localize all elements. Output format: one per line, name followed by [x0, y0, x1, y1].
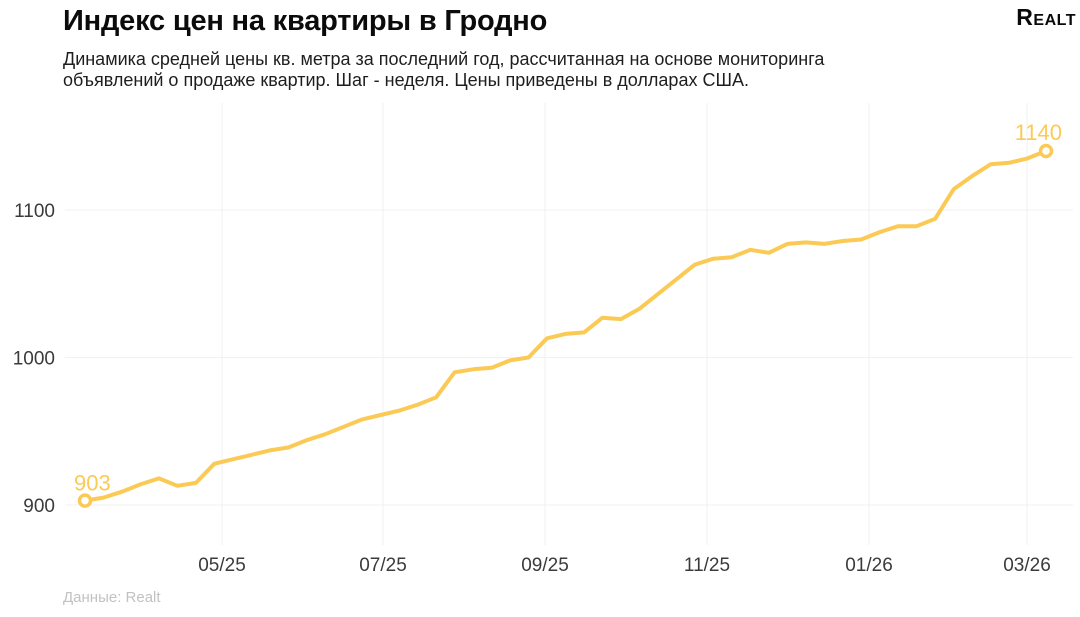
y-tick-label: 1000: [13, 349, 55, 370]
x-tick-label: 03/26: [1003, 555, 1051, 576]
price-line: [83, 149, 1048, 503]
end-point-marker: [1038, 143, 1054, 159]
data-source: Данные: Realt: [63, 589, 161, 606]
x-tick-label: 07/25: [359, 555, 407, 576]
y-tick-label: 900: [23, 496, 55, 517]
page-subtitle: Динамика средней цены кв. метра за после…: [63, 49, 824, 91]
start-point-marker: [77, 493, 93, 508]
subtitle-line-2: объявлений о продаже квартир. Шаг - неде…: [63, 70, 749, 90]
start-point-label: 903: [74, 471, 111, 496]
realt-logo: Realt: [1016, 4, 1076, 30]
x-tick-label: 11/25: [684, 555, 730, 576]
x-tick-label: 05/25: [198, 555, 246, 576]
y-tick-label: 1100: [14, 201, 55, 222]
end-point-label: 1140: [1015, 120, 1062, 145]
x-tick-label: 09/25: [521, 555, 569, 576]
page-title: Индекс цен на квартиры в Гродно: [63, 5, 548, 37]
x-tick-label: 01/26: [845, 555, 893, 576]
subtitle-line-1: Динамика средней цены кв. метра за после…: [63, 49, 825, 69]
